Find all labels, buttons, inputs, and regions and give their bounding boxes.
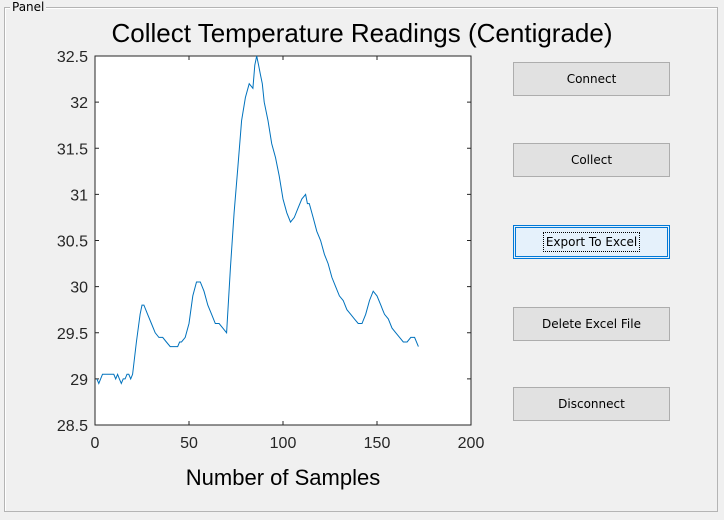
y-tick-label: 28.5 xyxy=(57,418,88,435)
disconnect-button[interactable]: Disconnect xyxy=(513,387,670,421)
collect-button[interactable]: Collect xyxy=(513,143,670,177)
y-tick-label: 30.5 xyxy=(57,234,88,251)
panel-frame xyxy=(4,7,718,512)
delete-button-label: Delete Excel File xyxy=(542,317,641,331)
collect-button-label: Collect xyxy=(570,153,613,167)
y-axis-ticks: 28.5 29 29.5 30 30.5 31 31.5 32 32.5 xyxy=(57,49,471,435)
panel-title: Panel xyxy=(10,0,47,14)
y-tick-label: 30 xyxy=(70,280,88,297)
x-tick-label: 100 xyxy=(270,435,297,452)
y-tick-label: 32.5 xyxy=(57,49,88,66)
x-tick-label: 50 xyxy=(180,435,198,452)
connect-button[interactable]: Connect xyxy=(513,62,670,96)
y-tick-label: 31 xyxy=(70,187,88,204)
y-tick-label: 32 xyxy=(70,95,88,112)
y-tick-label: 29 xyxy=(70,372,88,389)
export-to-excel-button[interactable]: Export To Excel xyxy=(513,225,670,259)
x-axis-ticks: 0 50 100 150 200 xyxy=(91,56,485,452)
plot-title: Collect Temperature Readings (Centigrade… xyxy=(111,18,613,48)
temperature-series-line xyxy=(96,55,419,385)
y-tick-label: 29.5 xyxy=(57,326,88,343)
y-tick-label: 31.5 xyxy=(57,141,88,158)
x-axis-label: Number of Samples xyxy=(185,465,381,490)
x-tick-label: 0 xyxy=(91,435,100,452)
x-tick-label: 200 xyxy=(458,435,485,452)
disconnect-button-label: Disconnect xyxy=(558,397,625,411)
axes-background xyxy=(94,55,472,426)
x-tick-label: 150 xyxy=(364,435,391,452)
export-button-label: Export To Excel xyxy=(542,232,641,252)
delete-excel-file-button[interactable]: Delete Excel File xyxy=(513,307,670,341)
connect-button-label: Connect xyxy=(566,72,617,86)
